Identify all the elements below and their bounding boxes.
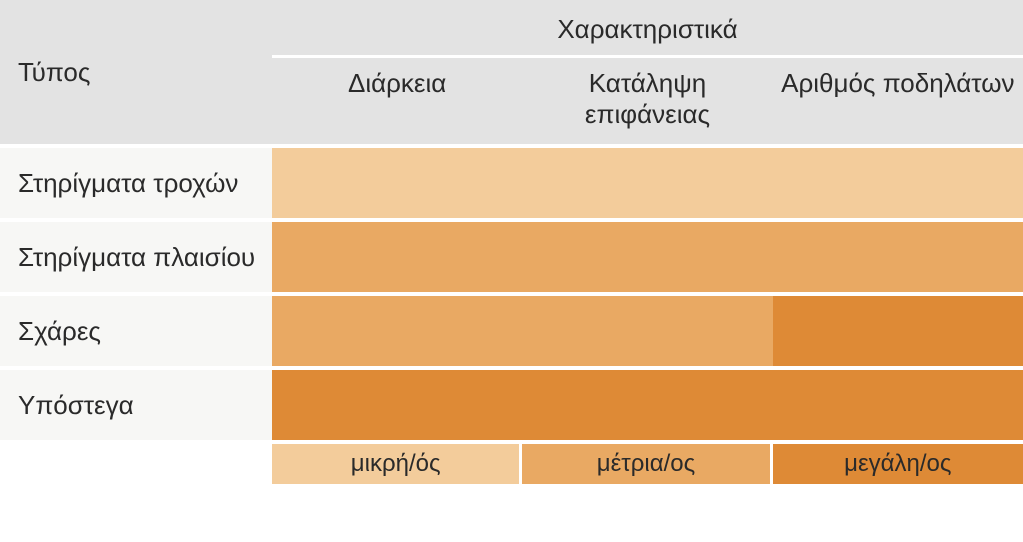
table-header: Τύπος Χαρακτηριστικά Διάρκεια Κατάληψη ε…	[0, 0, 1023, 144]
table-row: Σχάρες	[0, 292, 1023, 366]
column-group: Χαρακτηριστικά Διάρκεια Κατάληψη επιφάνε…	[272, 0, 1023, 144]
cell	[272, 296, 522, 366]
table-row: Υπόστεγα	[0, 366, 1023, 440]
cell	[522, 370, 772, 440]
column-header: Αριθμός ποδηλάτων	[773, 58, 1023, 144]
row-values	[272, 222, 1023, 292]
legend: μικρή/όςμέτρια/οςμεγάλη/ος	[0, 440, 1023, 484]
cell	[773, 222, 1023, 292]
legend-cell: μεγάλη/ος	[773, 444, 1023, 484]
cell	[272, 222, 522, 292]
row-values	[272, 370, 1023, 440]
row-values	[272, 296, 1023, 366]
table-row: Στηρίγματα τροχών	[0, 144, 1023, 218]
cell	[773, 148, 1023, 218]
cell	[272, 370, 522, 440]
table-body: Στηρίγματα τροχώνΣτηρίγματα πλαισίουΣχάρ…	[0, 144, 1023, 440]
legend-cell: μέτρια/ος	[522, 444, 772, 484]
row-values	[272, 148, 1023, 218]
cell	[272, 148, 522, 218]
cell	[522, 148, 772, 218]
legend-cells: μικρή/όςμέτρια/οςμεγάλη/ος	[272, 444, 1023, 484]
cell	[522, 222, 772, 292]
cell	[773, 296, 1023, 366]
column-header: Διάρκεια	[272, 58, 522, 144]
cell	[522, 296, 772, 366]
legend-spacer	[0, 444, 272, 484]
column-header: Κατάληψη επιφάνειας	[522, 58, 772, 144]
legend-cell: μικρή/ός	[272, 444, 522, 484]
table-row: Στηρίγματα πλαισίου	[0, 218, 1023, 292]
comparison-table: Τύπος Χαρακτηριστικά Διάρκεια Κατάληψη ε…	[0, 0, 1023, 484]
column-headers: Διάρκεια Κατάληψη επιφάνειας Αριθμός ποδ…	[272, 58, 1023, 144]
column-group-title: Χαρακτηριστικά	[272, 0, 1023, 58]
row-label: Στηρίγματα τροχών	[0, 148, 272, 218]
row-group-title: Τύπος	[0, 0, 272, 144]
row-label: Σχάρες	[0, 296, 272, 366]
row-label: Στηρίγματα πλαισίου	[0, 222, 272, 292]
row-label: Υπόστεγα	[0, 370, 272, 440]
cell	[773, 370, 1023, 440]
